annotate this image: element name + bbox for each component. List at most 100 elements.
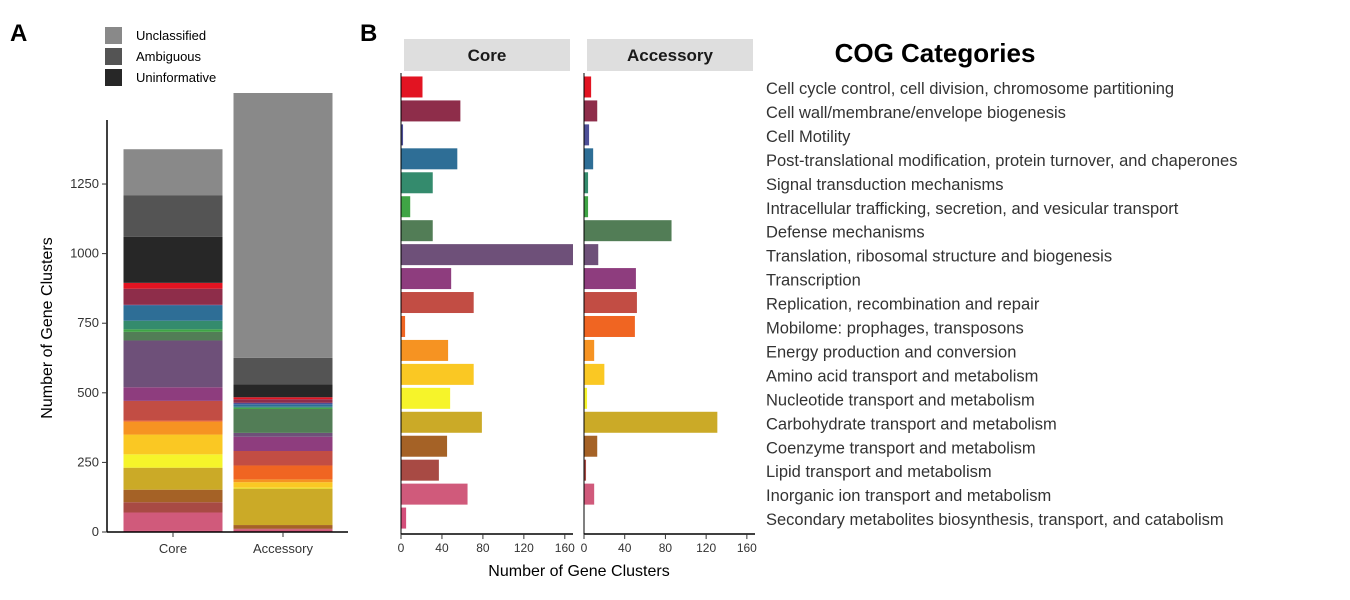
facet-x-tick-label: 120: [514, 541, 534, 555]
panel-a-legend: Unclassified Ambiguous Uninformative: [105, 27, 216, 86]
stack-segment-accessory-inorganic-ion-transport-and-metabolism: [233, 529, 333, 532]
facet-x-tick-label: 0: [398, 541, 405, 555]
stack-segment-core-signal-transduction-mechanisms: [123, 320, 223, 330]
panel-a-y-tick-label: 1000: [70, 246, 99, 261]
cog-legend-item: Mobilome: prophages, transposons: [766, 320, 1024, 338]
panel-a: A Unclassified Ambiguous Uninformative 0 25…: [10, 20, 348, 556]
cog-legend-item: Coenzyme transport and metabolism: [766, 439, 1036, 457]
panel-a-label: A: [10, 20, 27, 47]
stack-segment-core-post-translational-modification-protein-turnover-and-chaperones: [123, 305, 223, 321]
bar-core-carbohydrate-transport-and-metabolism: [401, 411, 482, 433]
stack-segment-core-ambiguous: [123, 195, 223, 237]
stack-segment-accessory-signal-transduction-mechanisms: [233, 406, 333, 408]
stack-segment-core-replication-recombination-and-repair: [123, 400, 223, 421]
facet-strip-label-accessory: Accessory: [627, 46, 714, 65]
stack-segment-accessory-carbohydrate-transport-and-metabolism: [233, 488, 333, 526]
legend-label-unclassified: Unclassified: [136, 28, 206, 43]
stack-segment-accessory-unclassified: [233, 92, 333, 358]
stack-segment-accessory-intracellular-trafficking-secretion-and-vesicular-transport: [233, 407, 333, 409]
stack-segment-accessory-translation-ribosomal-structure-and-biogenesis: [233, 432, 333, 437]
stack-segment-core-cell-cycle-control-cell-division-chromosome-partitioning: [123, 282, 223, 289]
cog-legend-item: Cell cycle control, cell division, chrom…: [766, 80, 1174, 98]
facet-x-tick-label: 80: [659, 541, 673, 555]
cog-legend-item: Translation, ribosomal structure and bio…: [766, 248, 1112, 266]
bar-core-transcription: [401, 268, 452, 290]
facet-x-tick-label: 40: [435, 541, 449, 555]
cog-legend-item: Cell wall/membrane/envelope biogenesis: [766, 104, 1066, 122]
stack-segment-accessory-defense-mechanisms: [233, 408, 333, 433]
panel-a-y-tick-label: 750: [77, 315, 99, 330]
stack-segment-core-cell-wall-membrane-envelope-biogenesis: [123, 288, 223, 305]
cog-legend-item: Secondary metabolites biosynthesis, tran…: [766, 511, 1224, 529]
stack-segment-accessory-coenzyme-transport-and-metabolism: [233, 525, 333, 529]
cog-legend-item: Replication, recombination and repair: [766, 296, 1040, 314]
stack-segment-core-inorganic-ion-transport-and-metabolism: [123, 512, 223, 531]
bar-core-energy-production-and-conversion: [401, 339, 449, 361]
cog-legend-item: Transcription: [766, 272, 861, 290]
bar-accessory-inorganic-ion-transport-and-metabolism: [584, 483, 595, 505]
stack-segment-core-intracellular-trafficking-secretion-and-vesicular-transport: [123, 329, 223, 332]
stack-segment-core-amino-acid-transport-and-metabolism: [123, 434, 223, 455]
bar-core-cell-cycle-control-cell-division-chromosome-partitioning: [401, 76, 423, 98]
bar-core-secondary-metabolites-biosynthesis-transport-and-catabolism: [401, 507, 407, 529]
panel-b-x-axis-title: Number of Gene Clusters: [488, 563, 669, 580]
stack-segment-accessory-cell-motility: [233, 402, 333, 405]
cog-legend-item: Amino acid transport and metabolism: [766, 367, 1038, 385]
cog-legend-item: Post-translational modification, protein…: [766, 152, 1237, 170]
cog-legend-item: Energy production and conversion: [766, 343, 1016, 361]
bar-accessory-defense-mechanisms: [584, 220, 672, 242]
panel-b-label: B: [360, 20, 377, 47]
bar-accessory-carbohydrate-transport-and-metabolism: [584, 411, 718, 433]
stack-segment-accessory-cell-cycle-control-cell-division-chromosome-partitioning: [233, 397, 333, 400]
bar-accessory-lipid-transport-and-metabolism: [584, 459, 587, 481]
facet-x-tick-label: 80: [476, 541, 490, 555]
facet-x-tick-label: 40: [618, 541, 632, 555]
bar-accessory-mobilome-prophages-transposons: [584, 315, 635, 337]
bar-accessory-coenzyme-transport-and-metabolism: [584, 435, 598, 457]
stack-segment-accessory-amino-acid-transport-and-metabolism: [233, 482, 333, 488]
bar-accessory-intracellular-trafficking-secretion-and-vesicular-transport: [584, 196, 589, 218]
panel-a-x-tick-label-accessory: Accessory: [253, 541, 313, 556]
facet-x-tick-label: 120: [696, 541, 716, 555]
panel-a-y-tick-label: 1250: [70, 176, 99, 191]
stack-segment-accessory-mobilome-prophages-transposons: [233, 465, 333, 480]
bar-accessory-translation-ribosomal-structure-and-biogenesis: [584, 244, 599, 266]
stack-segment-core-defense-mechanisms: [123, 331, 223, 341]
bar-core-coenzyme-transport-and-metabolism: [401, 435, 448, 457]
panel-a-y-axis-title: Number of Gene Clusters: [39, 237, 56, 418]
facet-strip-accessory: [587, 39, 753, 71]
cog-legend-item: Carbohydrate transport and metabolism: [766, 415, 1057, 433]
bar-core-translation-ribosomal-structure-and-biogenesis: [401, 244, 573, 266]
cog-legend: Cell cycle control, cell division, chrom…: [766, 80, 1237, 529]
bar-accessory-transcription: [584, 268, 636, 290]
cog-legend-item: Lipid transport and metabolism: [766, 463, 992, 481]
bar-accessory-cell-cycle-control-cell-division-chromosome-partitioning: [584, 76, 592, 98]
panel-a-x-tick-label-core: Core: [159, 541, 187, 556]
panel-a-y-tick-label: 250: [77, 454, 99, 469]
stack-segment-core-coenzyme-transport-and-metabolism: [123, 489, 223, 503]
bar-core-cell-wall-membrane-envelope-biogenesis: [401, 100, 461, 122]
bar-core-intracellular-trafficking-secretion-and-vesicular-transport: [401, 196, 411, 218]
cog-legend-item: Inorganic ion transport and metabolism: [766, 487, 1051, 505]
facet-x-tick-label: 160: [555, 541, 575, 555]
stack-segment-accessory-nucleotide-transport-and-metabolism: [233, 487, 333, 489]
legend-key-ambiguous: [105, 48, 122, 65]
bar-core-cell-motility: [401, 124, 404, 146]
bar-core-defense-mechanisms: [401, 220, 433, 242]
facet-core: Core 0 40 80 120 160: [398, 39, 575, 555]
cog-legend-item: Intracellular trafficking, secretion, an…: [766, 200, 1179, 218]
bar-core-signal-transduction-mechanisms: [401, 172, 433, 194]
facet-x-tick-label: 0: [581, 541, 588, 555]
stack-segment-core-nucleotide-transport-and-metabolism: [123, 454, 223, 468]
bar-core-mobilome-prophages-transposons: [401, 315, 406, 337]
stack-segment-core-energy-production-and-conversion: [123, 421, 223, 435]
bar-core-amino-acid-transport-and-metabolism: [401, 363, 474, 385]
bar-accessory-amino-acid-transport-and-metabolism: [584, 363, 605, 385]
panel-a-axes: 0 250 500 750 1000 1250 Core Accessory: [70, 120, 348, 556]
legend-key-uninformative: [105, 69, 122, 86]
stack-segment-core-cell-motility: [123, 304, 223, 306]
panel-a-y-tick-label: 0: [92, 524, 99, 539]
legend-label-uninformative: Uninformative: [136, 70, 216, 85]
bar-core-inorganic-ion-transport-and-metabolism: [401, 483, 468, 505]
